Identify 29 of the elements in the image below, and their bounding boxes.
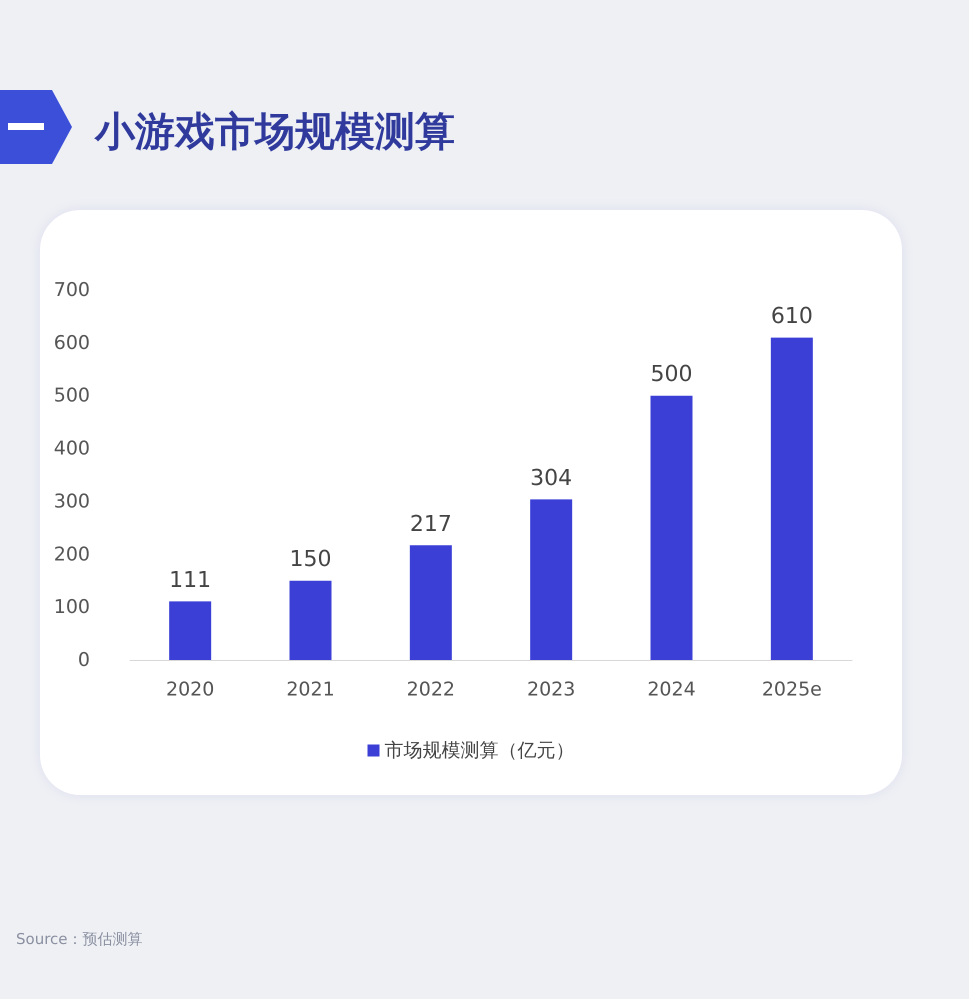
bar (290, 580, 332, 660)
data-label: 217 (410, 512, 452, 537)
y-tick-label: 100 (54, 596, 90, 618)
y-tick-label: 0 (78, 649, 90, 671)
data-label: 304 (530, 466, 572, 491)
data-label: 150 (290, 547, 332, 572)
source-note: Source：预估测算 (16, 930, 143, 949)
y-tick-label: 300 (54, 490, 90, 512)
data-label: 111 (169, 568, 212, 593)
x-tick-label: 2021 (286, 678, 335, 700)
x-tick-label: 2020 (166, 678, 214, 700)
bar (770, 338, 813, 660)
y-tick-label: 500 (54, 384, 90, 407)
bar (530, 499, 572, 660)
bar (169, 601, 212, 660)
x-tick-label: 2024 (647, 678, 696, 700)
y-tick-label: 200 (54, 543, 90, 566)
bar (410, 545, 452, 660)
data-label: 500 (650, 362, 692, 388)
chart-title: 小游戏市场规模测算 (95, 108, 455, 157)
x-tick-label: 2022 (406, 678, 456, 700)
data-label: 610 (770, 304, 813, 330)
y-tick-label: 600 (54, 332, 90, 354)
legend-label: 市场规模测算（亿元） (384, 740, 574, 762)
bar (650, 396, 692, 660)
x-tick-label: 2023 (526, 678, 576, 700)
y-tick-label: 400 (54, 438, 90, 460)
y-tick-label: 700 (54, 279, 90, 301)
x-tick-label: 2025e (762, 678, 822, 700)
